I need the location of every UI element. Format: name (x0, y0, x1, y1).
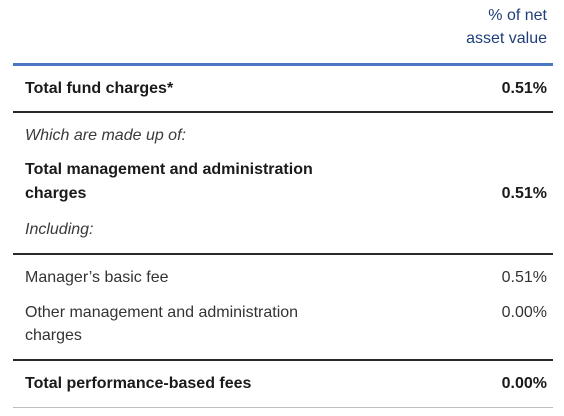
total-management-label-line1: Total management and administration (25, 161, 313, 178)
made-up-of-label: Which are made up of: (25, 127, 186, 144)
fee-table: % of net asset value Total fund charges*… (13, 0, 553, 416)
performance-fees-label: Total performance-based fees (25, 375, 252, 392)
total-management-label-line2: charges (25, 185, 87, 202)
other-management-value: 0.00% (501, 304, 547, 321)
column-header-line1: % of net (488, 7, 547, 24)
managers-basic-fee-value: 0.51% (501, 269, 547, 286)
section-divider-2 (13, 253, 553, 255)
column-header: % of net asset value (466, 4, 547, 50)
header-rule (13, 63, 553, 66)
including-label: Including: (25, 221, 94, 238)
section-divider-1 (13, 111, 553, 113)
managers-basic-fee-label: Manager’s basic fee (25, 269, 169, 286)
column-header-line2: asset value (466, 30, 547, 47)
total-fund-charges-label: Total fund charges* (25, 80, 174, 97)
other-management-label-line2: charges (25, 327, 82, 344)
performance-fees-value: 0.00% (501, 375, 547, 392)
total-management-value: 0.51% (501, 185, 547, 202)
other-management-label-line1: Other management and administration (25, 304, 299, 321)
section-divider-3 (13, 359, 553, 361)
table-bottom-rule (13, 407, 553, 408)
total-fund-charges-value: 0.51% (501, 80, 547, 97)
